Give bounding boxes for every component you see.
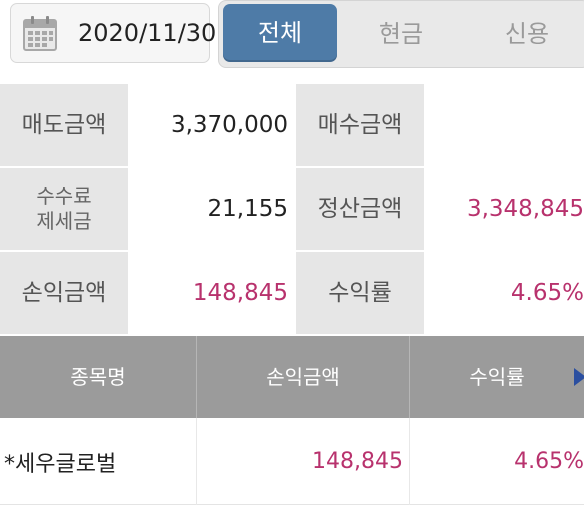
return-rate-value: 4.65% xyxy=(424,252,584,334)
table-header: 종목명 손익금액 수익률 xyxy=(0,336,584,418)
column-header-profit[interactable]: 손익금액 xyxy=(196,336,409,418)
top-bar: 2020/11/30 전체 현금 신용 xyxy=(0,0,584,72)
stock-name[interactable]: *세우글로벌 xyxy=(4,451,117,477)
column-header-name[interactable]: 종목명 xyxy=(70,365,126,389)
tab-all[interactable]: 전체 xyxy=(223,4,337,62)
summary-row-profit: 손익금액 148,845 수익률 4.65% xyxy=(0,252,584,334)
calendar-icon xyxy=(23,16,57,51)
tab-group: 전체 현금 신용 xyxy=(218,0,584,68)
column-header-rate[interactable]: 수익률 xyxy=(409,336,584,418)
tab-credit[interactable]: 신용 xyxy=(504,20,550,48)
settlement-value: 3,348,845 xyxy=(424,168,584,250)
buy-amount-value xyxy=(424,84,584,166)
settlement-label: 정산금액 xyxy=(296,168,424,250)
fee-label-line2: 제세금 xyxy=(36,209,92,233)
tab-cash[interactable]: 현금 xyxy=(378,20,424,48)
buy-amount-label: 매수금액 xyxy=(296,84,424,166)
fee-tax-label: 수수료 제세금 xyxy=(0,168,128,250)
summary-row-sell: 매도금액 3,370,000 매수금액 xyxy=(0,84,584,166)
summary-row-fee: 수수료 제세금 21,155 정산금액 3,348,845 xyxy=(0,168,584,250)
date-picker[interactable]: 2020/11/30 xyxy=(10,3,216,63)
profit-label: 손익금액 xyxy=(0,252,128,334)
scroll-right-icon[interactable] xyxy=(574,368,584,386)
fee-tax-value: 21,155 xyxy=(128,168,294,250)
sell-amount-value: 3,370,000 xyxy=(128,84,294,166)
table-row[interactable]: *세우글로벌 148,845 4.65% xyxy=(0,418,584,505)
fee-label-line1: 수수료 xyxy=(36,184,92,208)
profit-value: 148,845 xyxy=(128,252,294,334)
row-profit: 148,845 xyxy=(196,418,409,505)
row-rate: 4.65% xyxy=(409,418,584,505)
return-rate-label: 수익률 xyxy=(296,252,424,334)
sell-amount-label: 매도금액 xyxy=(0,84,128,166)
date-value: 2020/11/30 xyxy=(78,19,217,47)
